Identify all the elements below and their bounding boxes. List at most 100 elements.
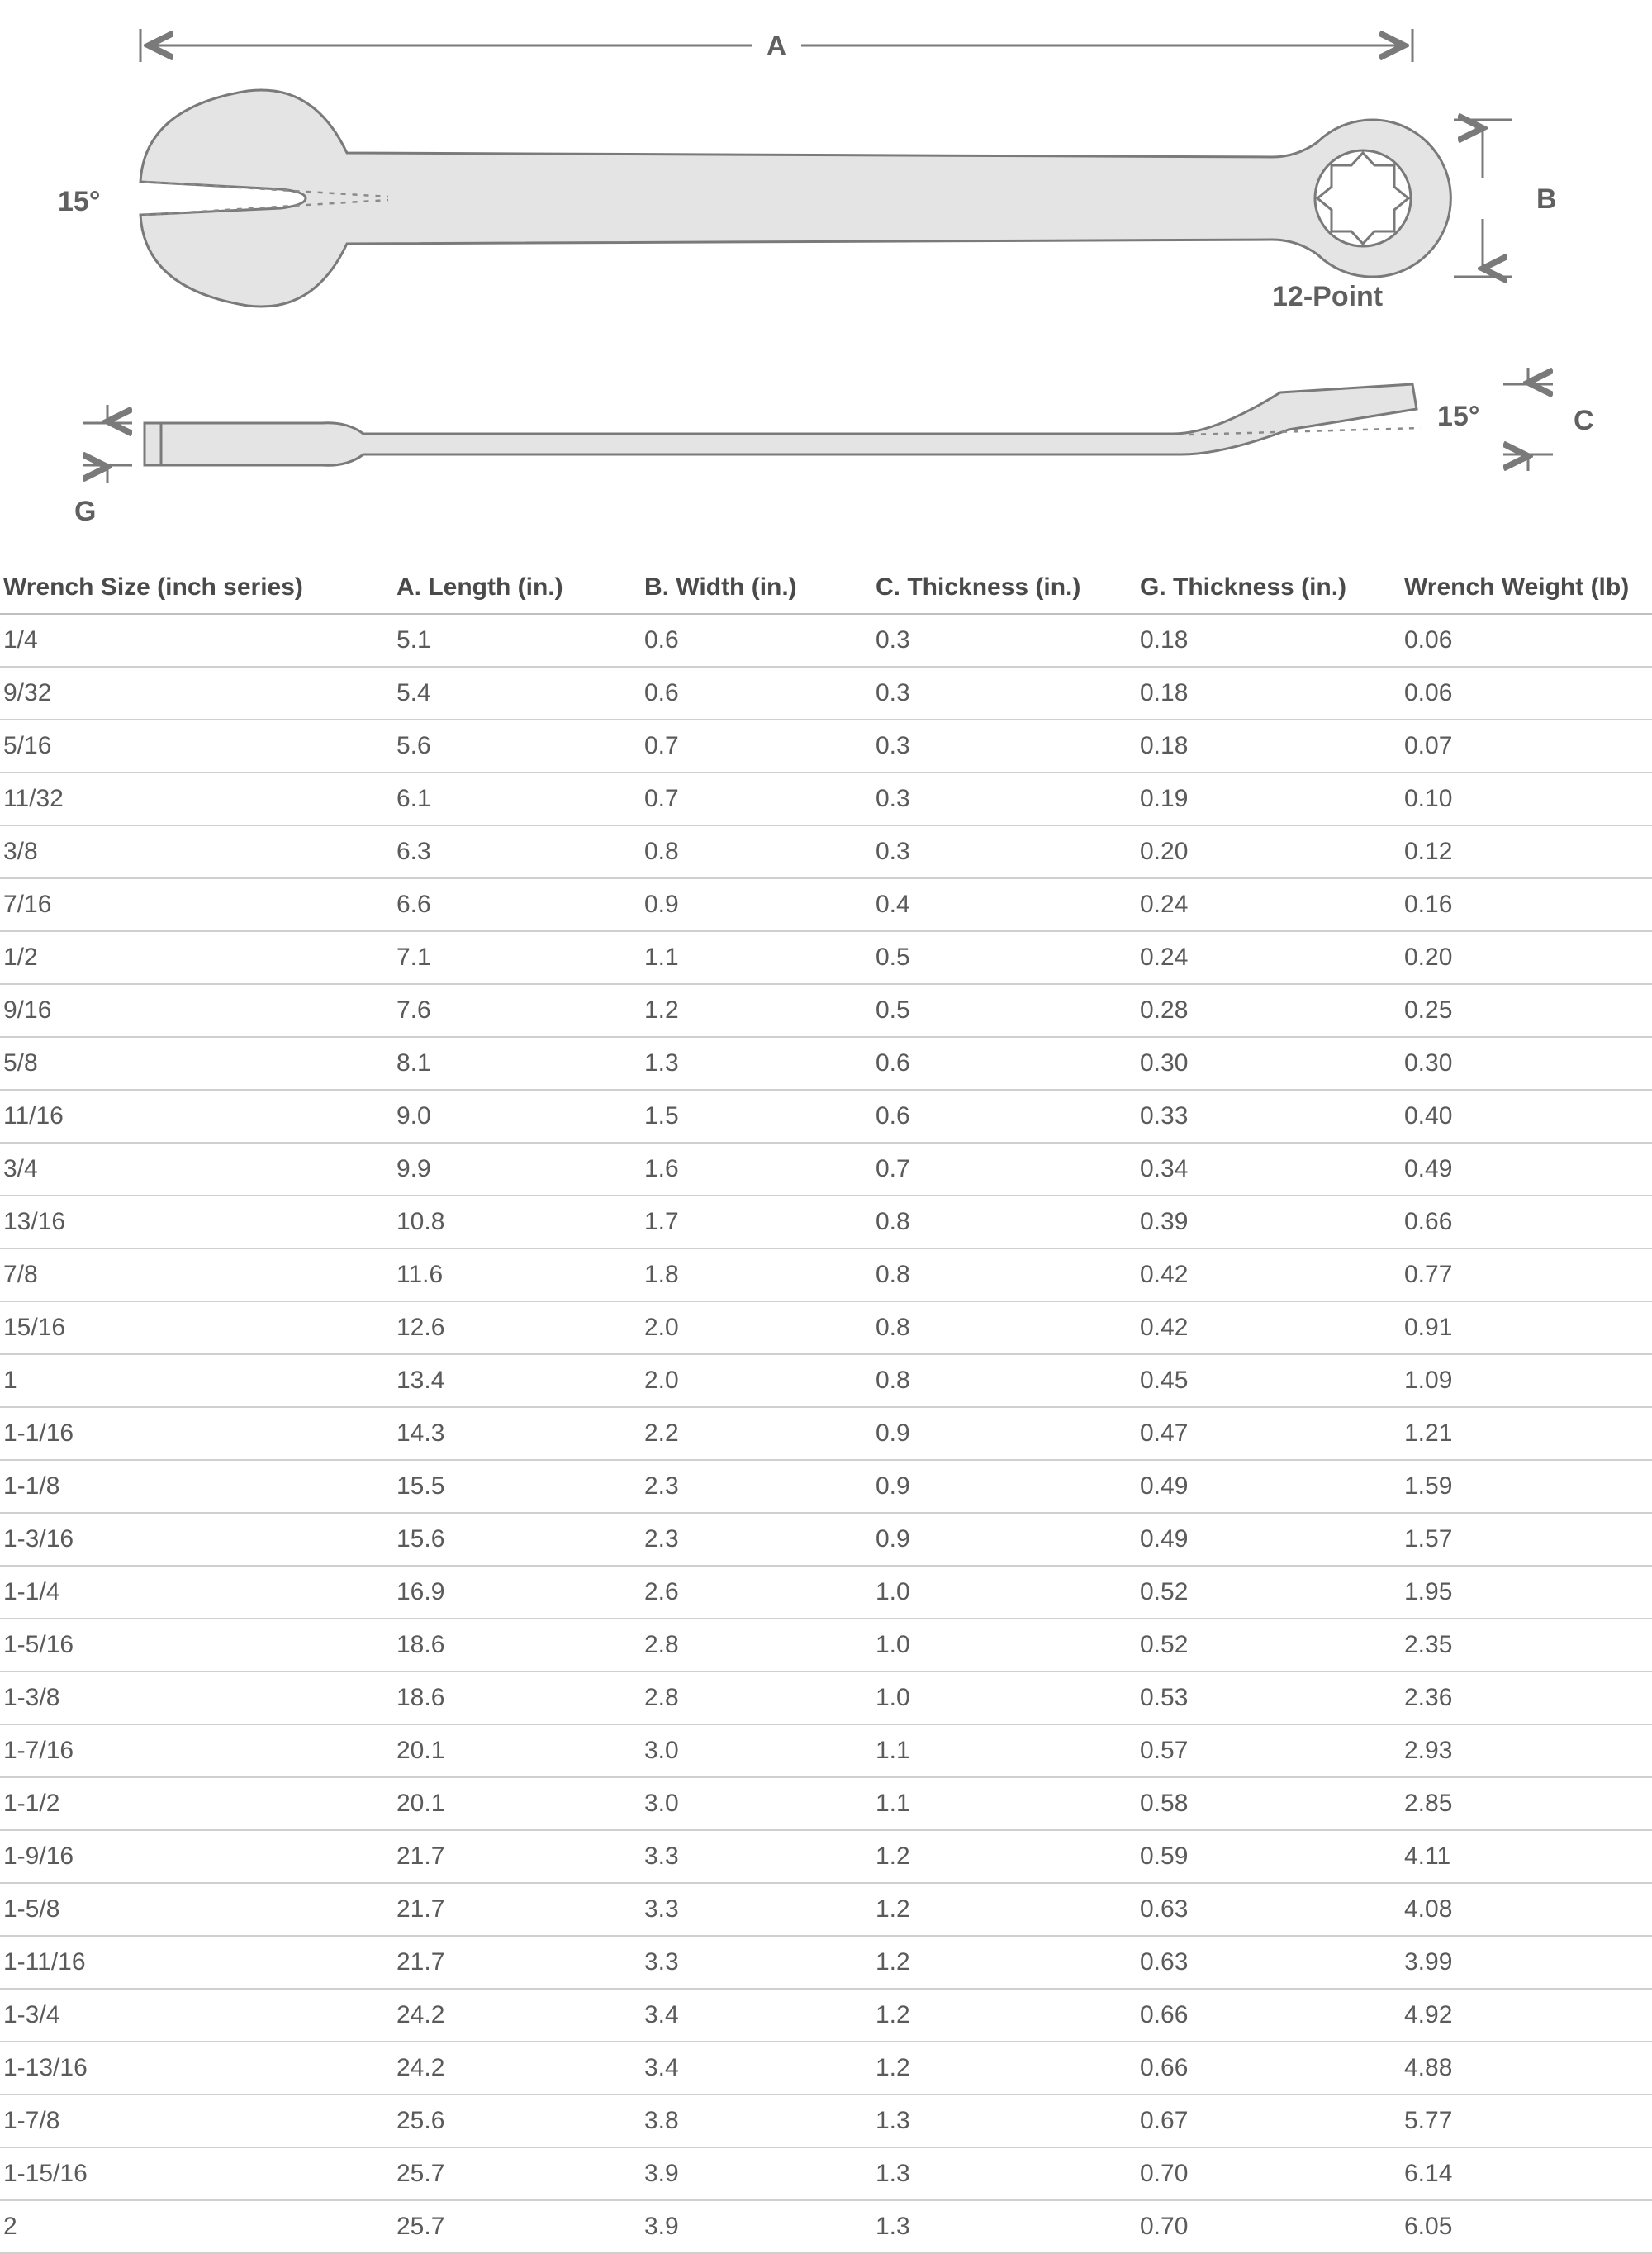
table-cell: 0.7	[644, 720, 876, 773]
table-cell: 0.58	[1140, 1777, 1404, 1830]
table-cell: 0.7	[876, 1143, 1140, 1196]
table-cell: 0.49	[1140, 1513, 1404, 1566]
table-cell: 13.4	[396, 1354, 644, 1407]
table-cell: 0.16	[1404, 878, 1652, 931]
table-cell: 15.6	[396, 1513, 644, 1566]
table-row: 1-3/1615.62.30.90.491.57	[0, 1513, 1652, 1566]
table-cell: 0.34	[1140, 1143, 1404, 1196]
table-row: 7/811.61.80.80.420.77	[0, 1248, 1652, 1301]
table-cell: 0.33	[1140, 1090, 1404, 1143]
table-cell: 3.3	[644, 1883, 876, 1936]
table-cell: 0.5	[876, 984, 1140, 1037]
table-cell: 0.63	[1140, 1936, 1404, 1989]
table-cell: 3.99	[1404, 1936, 1652, 1989]
table-cell: 4.88	[1404, 2042, 1652, 2095]
table-cell: 2.0	[644, 1354, 876, 1407]
table-cell: 0.18	[1140, 614, 1404, 667]
table-row: 13/1610.81.70.80.390.66	[0, 1196, 1652, 1248]
table-cell: 0.12	[1404, 825, 1652, 878]
table-cell: 10.8	[396, 1196, 644, 1248]
table-cell: 0.3	[876, 614, 1140, 667]
table-cell: 0.28	[1140, 984, 1404, 1037]
table-cell: 2.6	[644, 1566, 876, 1619]
table-row: 1-5/1618.62.81.00.522.35	[0, 1619, 1652, 1671]
table-cell: 0.06	[1404, 667, 1652, 720]
table-row: 1-3/818.62.81.00.532.36	[0, 1671, 1652, 1724]
table-cell: 1.09	[1404, 1354, 1652, 1407]
table-cell: 1.7	[644, 1196, 876, 1248]
table-cell: 25.6	[396, 2095, 644, 2147]
table-cell: 0.6	[644, 614, 876, 667]
table-cell: 1.3	[876, 2200, 1140, 2253]
dim-g-label: G	[74, 496, 96, 527]
table-cell: 0.24	[1140, 931, 1404, 984]
table-row: 1/27.11.10.50.240.20	[0, 931, 1652, 984]
col-header-thick-c: C. Thickness (in.)	[876, 562, 1140, 614]
table-cell: 1	[0, 1354, 396, 1407]
table-cell: 9/16	[0, 984, 396, 1037]
table-cell: 13/16	[0, 1196, 396, 1248]
table-row: 1-3/424.23.41.20.664.92	[0, 1989, 1652, 2042]
table-cell: 0.8	[644, 825, 876, 878]
wrench-diagram: A 15° 12-Point B	[0, 0, 1652, 562]
table-cell: 21.7	[396, 1830, 644, 1883]
table-cell: 3.8	[644, 2095, 876, 2147]
table-cell: 0.59	[1140, 1830, 1404, 1883]
table-cell: 24.2	[396, 1989, 644, 2042]
table-row: 5/88.11.30.60.300.30	[0, 1037, 1652, 1090]
table-cell: 2.3	[644, 1513, 876, 1566]
table-cell: 0.9	[644, 878, 876, 931]
table-cell: 0.6	[876, 1037, 1140, 1090]
table-cell: 11/32	[0, 773, 396, 825]
table-cell: 1.2	[644, 984, 876, 1037]
table-cell: 1-3/8	[0, 1671, 396, 1724]
table-row: 3/86.30.80.30.200.12	[0, 825, 1652, 878]
table-cell: 6.3	[396, 825, 644, 878]
table-cell: 5.1	[396, 614, 644, 667]
table-cell: 0.8	[876, 1248, 1140, 1301]
table-cell: 9.9	[396, 1143, 644, 1196]
table-cell: 0.77	[1404, 1248, 1652, 1301]
table-cell: 1/2	[0, 931, 396, 984]
table-cell: 3.3	[644, 1936, 876, 1989]
table-cell: 0.57	[1140, 1724, 1404, 1777]
table-cell: 3.0	[644, 1724, 876, 1777]
table-cell: 11/16	[0, 1090, 396, 1143]
table-row: 1-1/815.52.30.90.491.59	[0, 1460, 1652, 1513]
specs-table: Wrench Size (inch series) A. Length (in.…	[0, 562, 1652, 2254]
table-cell: 0.18	[1140, 720, 1404, 773]
table-row: 1-15/1625.73.91.30.706.14	[0, 2147, 1652, 2200]
table-cell: 0.6	[644, 667, 876, 720]
table-cell: 0.52	[1140, 1619, 1404, 1671]
table-cell: 8.1	[396, 1037, 644, 1090]
table-cell: 21.7	[396, 1883, 644, 1936]
table-cell: 1-5/8	[0, 1883, 396, 1936]
table-row: 3/49.91.60.70.340.49	[0, 1143, 1652, 1196]
table-cell: 1.1	[876, 1724, 1140, 1777]
table-cell: 0.25	[1404, 984, 1652, 1037]
table-row: 1-11/1621.73.31.20.633.99	[0, 1936, 1652, 1989]
table-cell: 0.18	[1140, 667, 1404, 720]
table-row: 225.73.91.30.706.05	[0, 2200, 1652, 2253]
table-cell: 3.9	[644, 2200, 876, 2253]
table-cell: 1-7/16	[0, 1724, 396, 1777]
angle-label-top: 15°	[58, 186, 100, 217]
table-cell: 0.45	[1140, 1354, 1404, 1407]
table-cell: 7/16	[0, 878, 396, 931]
table-cell: 0.42	[1140, 1248, 1404, 1301]
table-cell: 0.6	[876, 1090, 1140, 1143]
table-row: 1-1/1614.32.20.90.471.21	[0, 1407, 1652, 1460]
table-cell: 0.9	[876, 1407, 1140, 1460]
angle-label-side: 15°	[1437, 401, 1479, 432]
table-cell: 0.49	[1140, 1460, 1404, 1513]
table-cell: 0.63	[1140, 1883, 1404, 1936]
table-cell: 12.6	[396, 1301, 644, 1354]
table-cell: 0.3	[876, 667, 1140, 720]
table-cell: 2.3	[644, 1460, 876, 1513]
table-cell: 0.9	[876, 1460, 1140, 1513]
table-cell: 1.2	[876, 1830, 1140, 1883]
table-cell: 0.47	[1140, 1407, 1404, 1460]
table-cell: 1.2	[876, 1883, 1140, 1936]
table-cell: 0.20	[1140, 825, 1404, 878]
table-cell: 1.3	[644, 1037, 876, 1090]
